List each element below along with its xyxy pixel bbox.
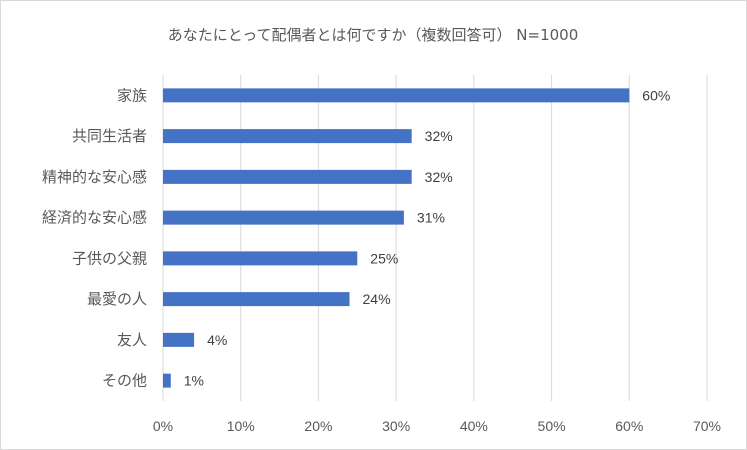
x-tick-label: 40% bbox=[460, 418, 488, 434]
data-label: 31% bbox=[417, 210, 445, 226]
bar bbox=[163, 88, 630, 103]
x-tick-label: 10% bbox=[227, 418, 255, 434]
data-label: 32% bbox=[425, 128, 453, 144]
bar bbox=[163, 251, 358, 266]
category-label: 子供の父親 bbox=[72, 249, 147, 267]
x-tick-label: 60% bbox=[615, 418, 643, 434]
bar bbox=[163, 129, 412, 144]
data-label: 32% bbox=[425, 169, 453, 185]
data-label: 1% bbox=[184, 373, 204, 389]
x-tick-label: 70% bbox=[693, 418, 721, 434]
category-label: 最愛の人 bbox=[87, 290, 147, 308]
category-label: その他 bbox=[102, 372, 147, 390]
bar bbox=[163, 292, 350, 307]
data-label: 4% bbox=[207, 332, 227, 348]
x-tick-label: 20% bbox=[304, 418, 332, 434]
category-label: 精神的な安心感 bbox=[42, 168, 147, 186]
data-label: 25% bbox=[370, 250, 398, 266]
bar bbox=[163, 332, 195, 347]
x-tick-label: 0% bbox=[153, 418, 173, 434]
category-label: 友人 bbox=[117, 331, 147, 349]
bar bbox=[163, 373, 171, 388]
x-tick-label: 50% bbox=[538, 418, 566, 434]
category-label: 経済的な安心感 bbox=[42, 209, 147, 227]
category-label: 共同生活者 bbox=[72, 127, 147, 145]
category-label: 家族 bbox=[117, 86, 147, 104]
data-labels: 60% 32% 32% 31% 25% 24% 4% 1% bbox=[184, 87, 671, 388]
bars bbox=[163, 88, 630, 388]
x-tick-labels: 0% 10% 20% 30% 40% 50% 60% 70% bbox=[153, 418, 721, 434]
bar bbox=[163, 169, 412, 184]
data-label: 60% bbox=[642, 87, 670, 103]
data-label: 24% bbox=[363, 291, 391, 307]
bar bbox=[163, 210, 404, 225]
x-tick-label: 30% bbox=[382, 418, 410, 434]
chart-title: あなたにとって配偶者とは何ですか（複数回答可） N=1000 bbox=[168, 26, 579, 44]
grid-lines bbox=[162, 75, 708, 401]
